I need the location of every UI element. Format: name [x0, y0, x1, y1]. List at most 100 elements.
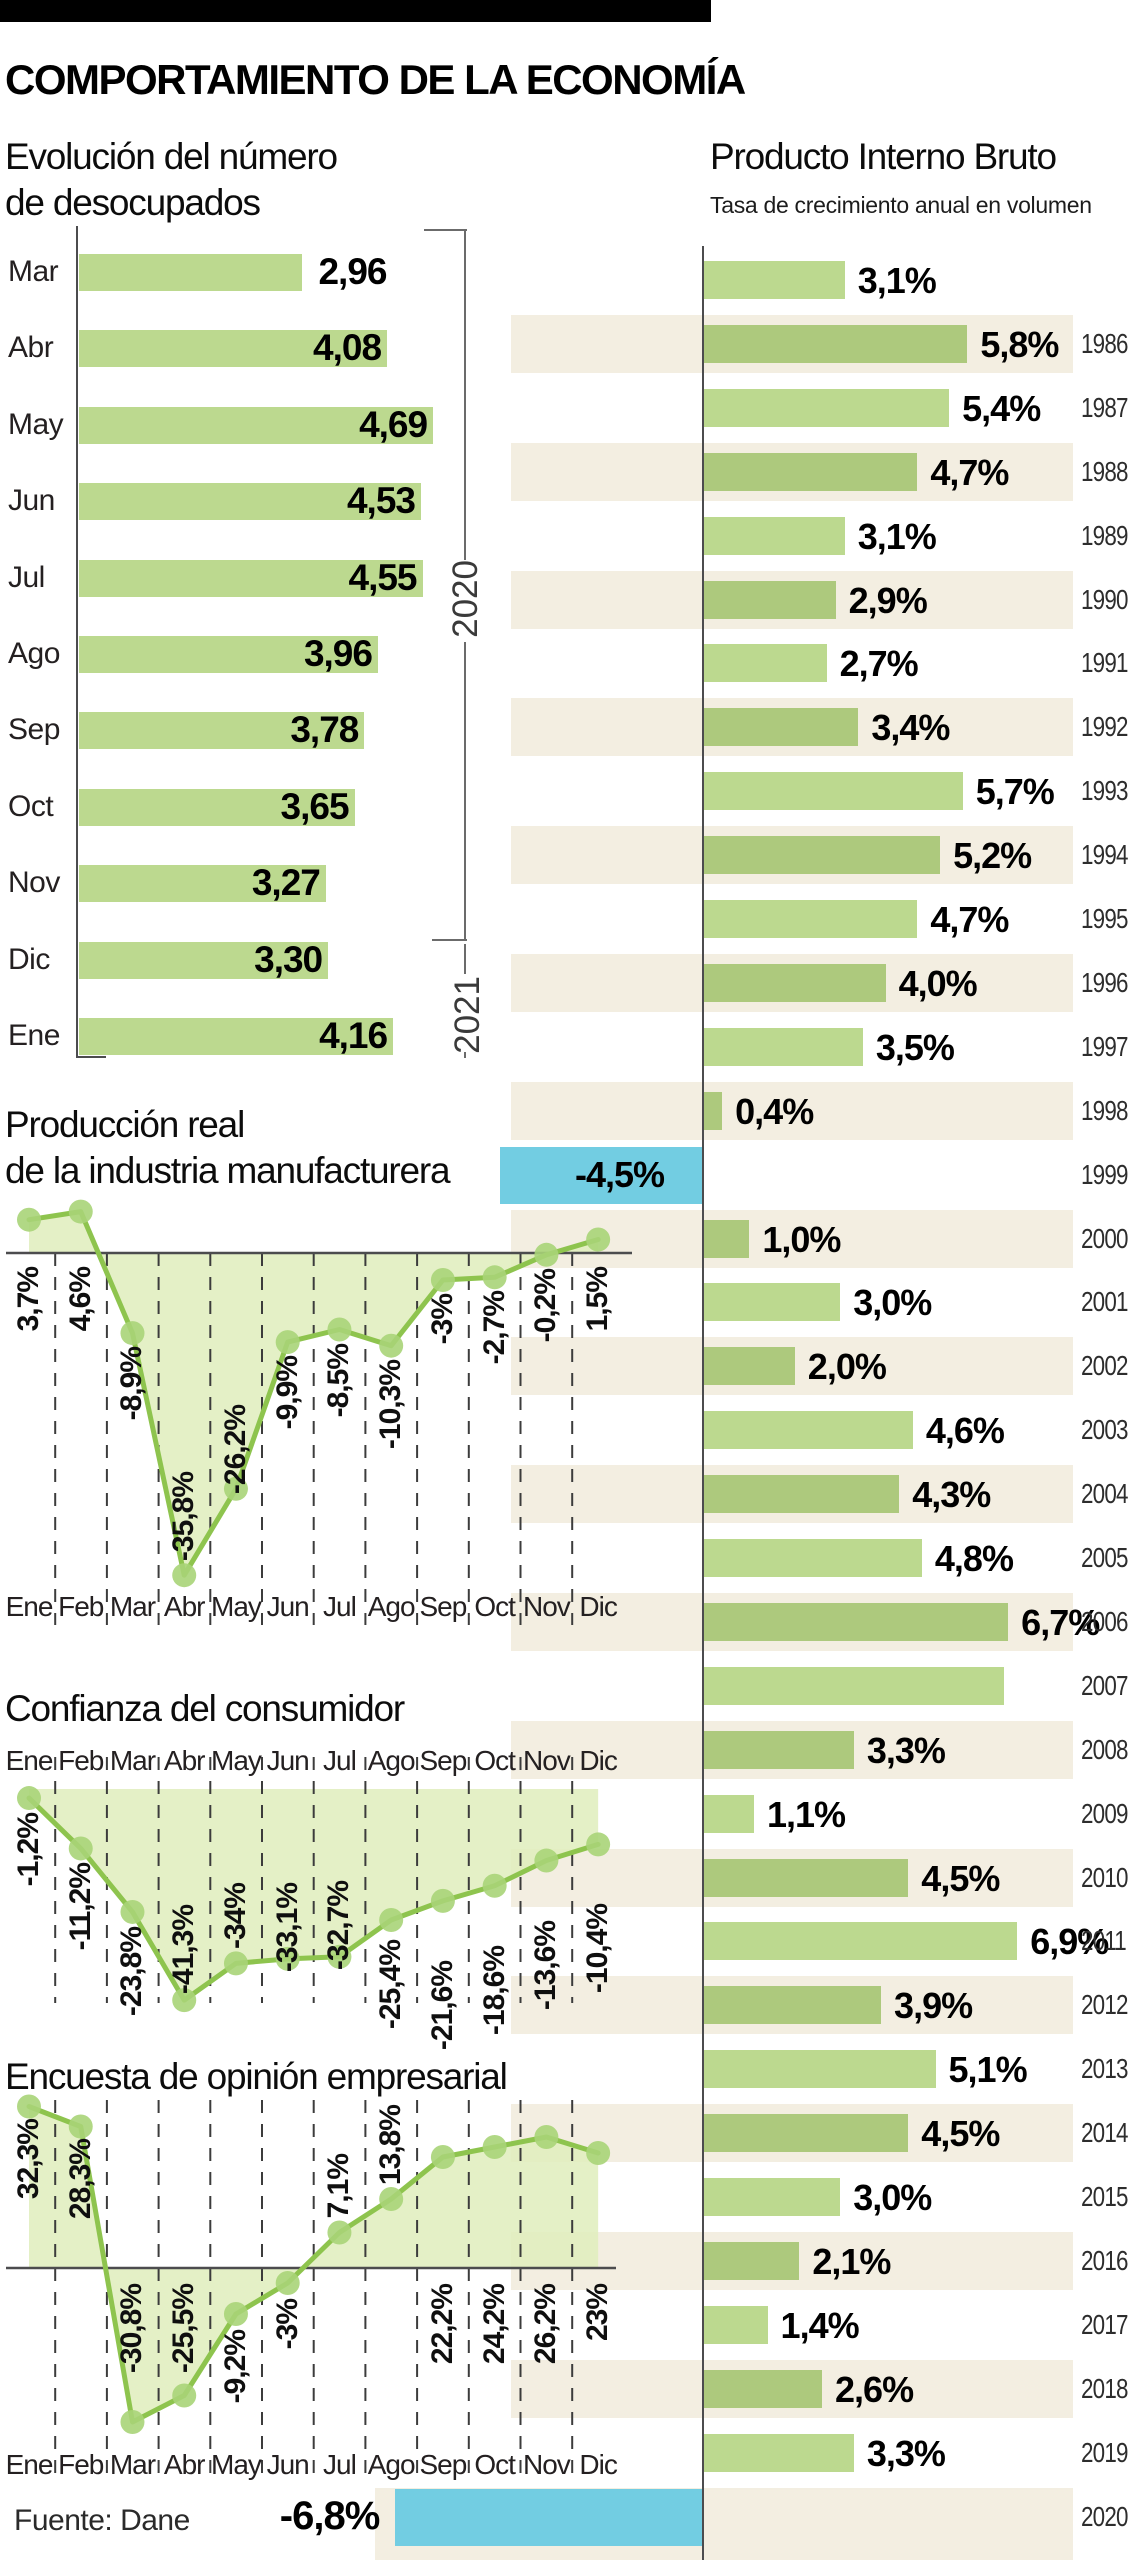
pib-bar [704, 2178, 841, 2216]
pib-value-label: 5,1% [948, 2049, 1028, 2091]
confianza-data-point [327, 1944, 352, 1969]
manufacturera-value-label: 4,6% [63, 1267, 97, 1332]
empresarial-plot [6, 2094, 616, 2478]
desocupados-month-label: May [8, 407, 64, 441]
pib-bar [704, 1027, 863, 1066]
confianza-data-point [379, 1908, 404, 1933]
confianza-data-point [586, 1832, 611, 1857]
pib-value-label: 5,4% [962, 387, 1041, 429]
pib-year-label: 1992 [1081, 711, 1128, 743]
confianza-month-label: Sep [419, 1745, 467, 1776]
empresarial-data-point [430, 2145, 455, 2169]
manufacturera-data-point [275, 1330, 300, 1355]
pib-value-label: 3,3% [866, 2432, 946, 2474]
confianza-value-label: -34% [218, 1883, 252, 1950]
desocupados-month-label: Mar [8, 255, 59, 288]
desocupados-value-label: 4,53 [346, 480, 416, 522]
pib-value-label: 5,2% [953, 835, 1032, 877]
pib-year-label: 1986 [1081, 327, 1128, 359]
pib-year-label: 2016 [1081, 2244, 1128, 2276]
desocupados-axis [76, 226, 78, 1058]
confianza-month-label: Feb [58, 1745, 104, 1776]
desocupados-value-label: 4,08 [313, 327, 382, 369]
empresarial-value-label: 32,3% [12, 2118, 45, 2199]
pib-year-label: 1996 [1081, 966, 1128, 998]
pib-year-label: 2002 [1081, 1350, 1128, 1382]
confianza-value-label: -10,4% [581, 1904, 615, 1994]
pib-bar [704, 388, 950, 427]
confianza-data-point [430, 1888, 455, 1913]
manufacturera-month-label: Abr [163, 1591, 206, 1622]
year-bracket-2021-line [464, 944, 466, 974]
pib-bar [704, 2433, 854, 2472]
confianza-data-point [482, 1873, 507, 1898]
year-bracket-2020-cap-top [424, 229, 467, 231]
pib-value-label: 5,8% [980, 323, 1059, 365]
empresarial-value-label: -25,5% [167, 2284, 201, 2374]
manufacturera-value-label: -9,9% [270, 1356, 304, 1430]
desocupados-axis-foot [76, 1056, 106, 1058]
manufacturera-data-point [223, 1476, 248, 1501]
empresarial-month-label: Sep [419, 2449, 467, 2480]
pib-bar [704, 580, 836, 619]
pib-axis [702, 246, 704, 2560]
pib-value-label: -4,5% [574, 1153, 665, 1195]
top-black-bar [0, 0, 711, 22]
empresarial-month-label: Oct [474, 2449, 516, 2480]
pib-year-label: 2014 [1081, 2117, 1128, 2149]
year-bracket-2020-line [464, 230, 466, 560]
desocupados-bar [79, 406, 434, 444]
confianza-month-label: Jul [323, 1745, 357, 1776]
desocupados-value-label: 3,27 [251, 862, 321, 904]
desocupados-value-label: 3,78 [290, 709, 359, 751]
manufacturera-data-point [327, 1317, 352, 1342]
pib-bar [704, 836, 941, 875]
pib-year-label: 2008 [1081, 1733, 1128, 1765]
pib-bar [704, 1091, 723, 1130]
empresarial-title: Encuesta de opinión empresarial [5, 2056, 508, 2097]
pib-value-label: 1,4% [780, 2304, 860, 2346]
pib-value-label: 5,7% [975, 771, 1055, 813]
desocupados-value-label: 3,96 [303, 633, 373, 674]
empresarial-value-label: -30,8% [115, 2284, 149, 2374]
manufacturera-data-point [586, 1227, 611, 1252]
empresarial-month-label: Dic [579, 2449, 617, 2480]
pib-year-label: 2001 [1081, 1286, 1128, 1318]
confianza-value-label: -21,6% [425, 1960, 459, 2050]
pib-value-label: 6,9% [1030, 1921, 1109, 1963]
empresarial-data-point [586, 2141, 611, 2165]
pib-bar [704, 261, 845, 299]
empresarial-month-label: Ago [367, 2449, 416, 2480]
pib-year-label: 1994 [1081, 839, 1128, 871]
year-bracket-2021-line [464, 1052, 466, 1058]
desocupados-bar [79, 330, 388, 368]
manufacturera-value-label: -3% [425, 1294, 459, 1345]
pib-bar [704, 2050, 936, 2089]
pib-bar-negative [499, 1146, 704, 1204]
pib-value-label: 2,6% [835, 2368, 914, 2410]
pib-bar [704, 1283, 841, 1322]
pib-value-label: 4,7% [930, 451, 1009, 493]
manufacturera-month-label: Dic [579, 1591, 617, 1622]
manufacturera-month-label: Mar [109, 1591, 156, 1622]
pib-bar [704, 2369, 823, 2408]
pib-value-label: 2,1% [812, 2240, 891, 2282]
empresarial-area-fill [29, 2106, 599, 2422]
manufacturera-data-point [68, 1199, 93, 1224]
pib-year-label: 2004 [1081, 1478, 1128, 1510]
desocupados-value-label: 3,30 [254, 938, 323, 980]
pib-year-label: 2018 [1081, 2372, 1128, 2404]
pib-year-label: 2013 [1081, 2053, 1128, 2085]
confianza-area-fill [29, 1789, 599, 2001]
empresarial-month-label: Ene [5, 2449, 54, 2480]
manufacturera-plot [6, 1199, 632, 1625]
pib-value-label: 4,5% [921, 2113, 1000, 2155]
confianza-month-label: Abr [163, 1745, 206, 1776]
desocupados-bar [79, 636, 378, 673]
pib-year-label: 1993 [1081, 775, 1128, 807]
pib-bar [704, 708, 859, 747]
empresarial-value-label: 26,2% [529, 2284, 563, 2365]
confianza-data-point [534, 1848, 559, 1873]
pib-title: Producto Interno Bruto [710, 136, 1057, 177]
empresarial-data-point [534, 2125, 559, 2149]
